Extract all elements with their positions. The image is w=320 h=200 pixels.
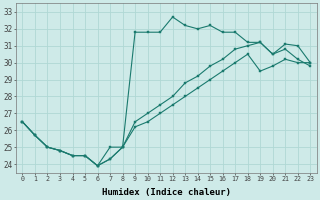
- X-axis label: Humidex (Indice chaleur): Humidex (Indice chaleur): [102, 188, 231, 197]
